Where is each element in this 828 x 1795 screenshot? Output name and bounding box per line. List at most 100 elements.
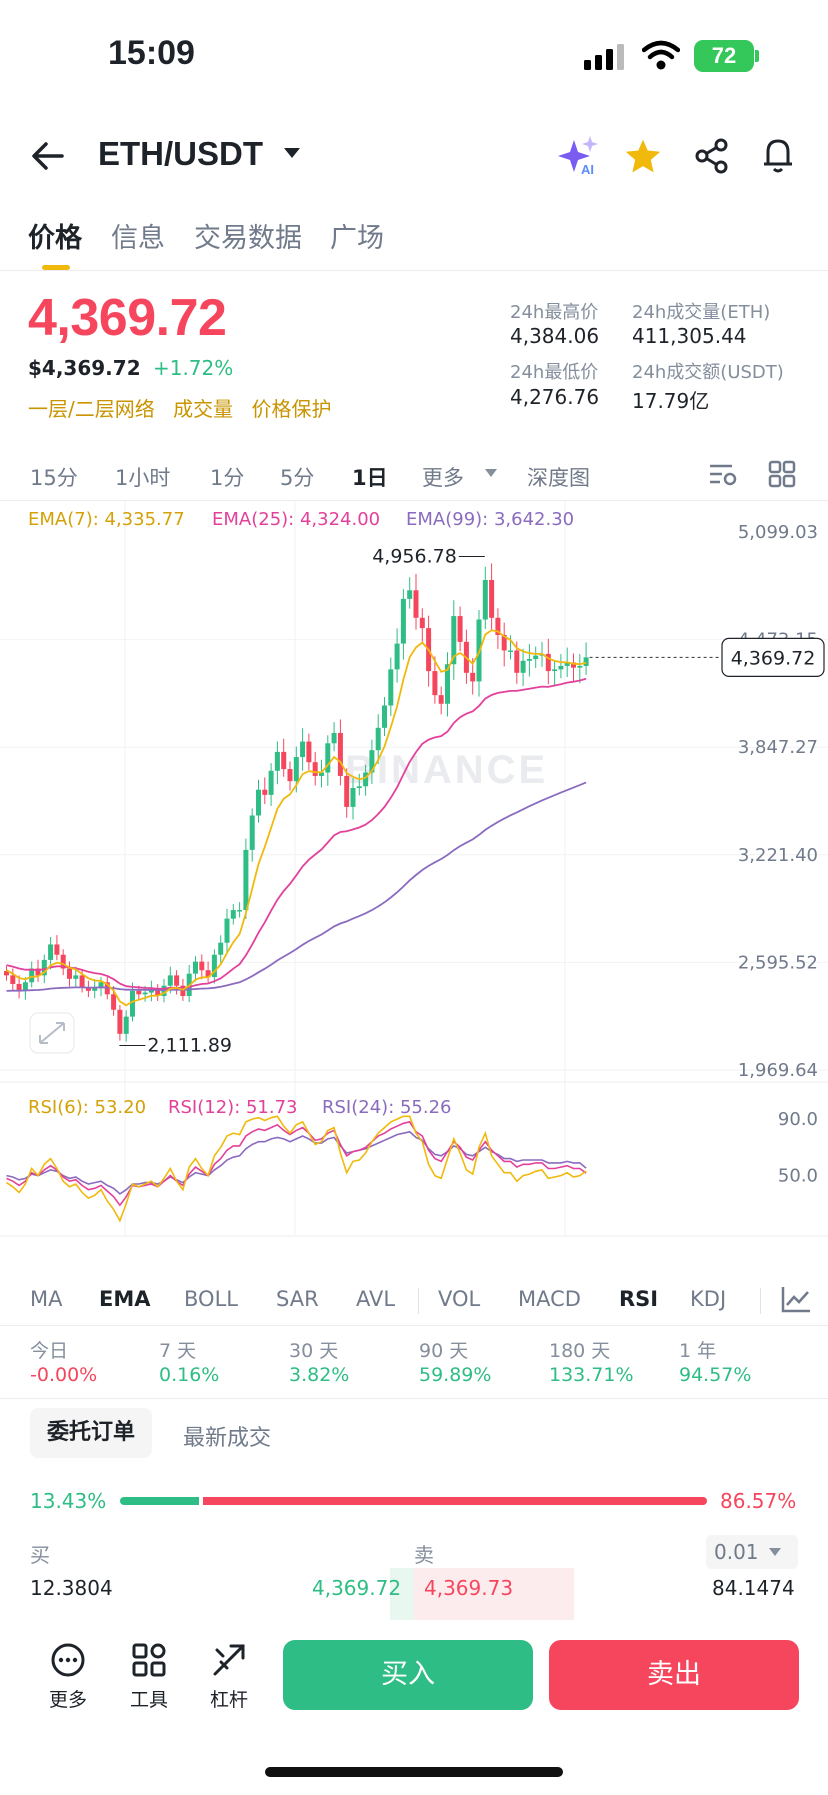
bid-price[interactable]: 4,369.72 [312,1576,402,1600]
grid-layout-icon[interactable] [768,460,796,488]
pair-title[interactable]: ETH/USDT [98,135,263,172]
leverage-label[interactable]: 杠杆 [209,1689,248,1711]
candle-body [237,910,243,912]
candle-body [136,990,142,995]
candle-body [419,617,425,629]
divider [0,500,828,501]
candle-body [350,787,356,807]
candle-body [205,970,211,978]
candle-body [22,982,28,991]
sell-button[interactable]: 卖出 [549,1640,799,1710]
tab-square[interactable]: 广场 [330,223,384,254]
buy-button[interactable]: 买入 [283,1640,533,1710]
candle-body [508,650,513,652]
y-axis-label: 5,099.03 [738,522,818,543]
svg-text:AI: AI [581,162,594,176]
candle-body [552,669,558,672]
tab-indicator [42,265,70,270]
tab-trading-data[interactable]: 交易数据 [194,223,302,254]
candlestick-chart[interactable]: BINANCE5,099.034,473.153,847.273,221.402… [0,500,828,1240]
depth-precision-select[interactable]: 0.01 [706,1535,798,1569]
interval-1d[interactable]: 1日 [352,466,388,490]
ask-qty[interactable]: 84.1474 [712,1576,795,1600]
candle-body [577,665,583,668]
interval-15m[interactable]: 15分 [30,466,78,490]
ask-depth-fill [414,1568,574,1620]
back-arrow-icon[interactable] [30,138,66,174]
candle-body [375,727,381,751]
low-label: 24h最低价 [510,362,599,383]
interval-more[interactable]: 更多 [422,466,464,490]
indicator-ma[interactable]: MA [30,1287,63,1311]
ask-price[interactable]: 4,369.73 [424,1576,514,1600]
interval-depth[interactable]: 深度图 [527,466,590,490]
candle-body [155,989,161,997]
tools-grid-icon[interactable] [131,1642,167,1678]
indicator-sar[interactable]: SAR [276,1287,319,1311]
interval-5m[interactable]: 5分 [280,466,315,490]
indicator-kdj[interactable]: KDJ [690,1287,727,1311]
home-indicator [265,1767,563,1777]
indicator-chart-icon[interactable] [780,1284,812,1314]
candle-body [571,662,576,668]
candle-body [117,1009,123,1034]
ai-sparkle-icon[interactable]: AI [556,136,602,176]
candle-body [287,769,293,782]
candle-body [400,598,406,644]
tab-recent-trades[interactable]: 最新成交 [183,1426,272,1451]
candle-body [10,975,16,984]
tag-layer-network[interactable]: 一层/二层网络 [28,397,155,421]
more-caret-icon[interactable] [484,468,498,478]
price-change: +1.72% [152,356,234,380]
indicator-macd[interactable]: MACD [518,1287,581,1311]
indicator-ema[interactable]: EMA [99,1287,151,1311]
candle-body [92,987,98,991]
indicator-boll[interactable]: BOLL [184,1287,238,1311]
tab-price[interactable]: 价格 [28,223,82,254]
leverage-icon[interactable] [211,1642,247,1678]
candle-body [356,786,362,788]
perf-value: 94.57% [679,1364,752,1386]
candle-body [67,968,72,979]
tag-volume[interactable]: 成交量 [173,397,234,421]
candle-body [256,789,261,816]
indicator-separator [760,1288,761,1314]
tag-price-protection[interactable]: 价格保护 [251,397,332,421]
perf-label: 90 天 [419,1340,469,1362]
rsi6-legend: RSI(6): 53.20 [28,1097,147,1118]
candle-body [558,665,564,670]
favorite-star-icon[interactable] [624,138,662,174]
candle-body [167,975,173,986]
bid-qty[interactable]: 12.3804 [30,1576,113,1600]
tools-label[interactable]: 工具 [129,1689,168,1711]
caret-down-icon[interactable] [282,146,302,160]
interval-1h[interactable]: 1小时 [115,466,171,490]
rsi12-line [6,1120,587,1207]
more-dots-icon[interactable] [50,1642,86,1678]
candle-body [413,590,419,618]
rsi24-legend: RSI(24): 55.26 [322,1097,452,1118]
more-label[interactable]: 更多 [48,1689,87,1711]
y-axis-label: 2,595.52 [738,952,818,973]
candle-body [35,968,41,976]
candle-body [268,770,274,795]
chart-settings-icon[interactable] [708,462,738,488]
share-icon[interactable] [694,138,730,174]
precision-caret-icon[interactable] [768,1547,782,1557]
ema99-legend: EMA(99): 3,642.30 [406,509,575,530]
current-price-label: 4,369.72 [731,647,816,669]
tab-info[interactable]: 信息 [111,223,165,254]
candle-body [564,662,570,666]
candle-body [300,741,306,758]
low-marker-label: 2,111.89 [147,1035,232,1057]
indicator-vol[interactable]: VOL [438,1287,481,1311]
interval-1m[interactable]: 1分 [210,466,245,490]
indicator-avl[interactable]: AVL [356,1287,396,1311]
perf-value: -0.00% [30,1364,98,1386]
indicator-rsi[interactable]: RSI [619,1287,659,1311]
candle-body [369,750,375,773]
tab-order-book[interactable]: 委托订单 [30,1408,152,1458]
bell-icon[interactable] [760,136,796,174]
candle-body [111,994,117,1010]
buy-header: 买 [30,1543,50,1567]
